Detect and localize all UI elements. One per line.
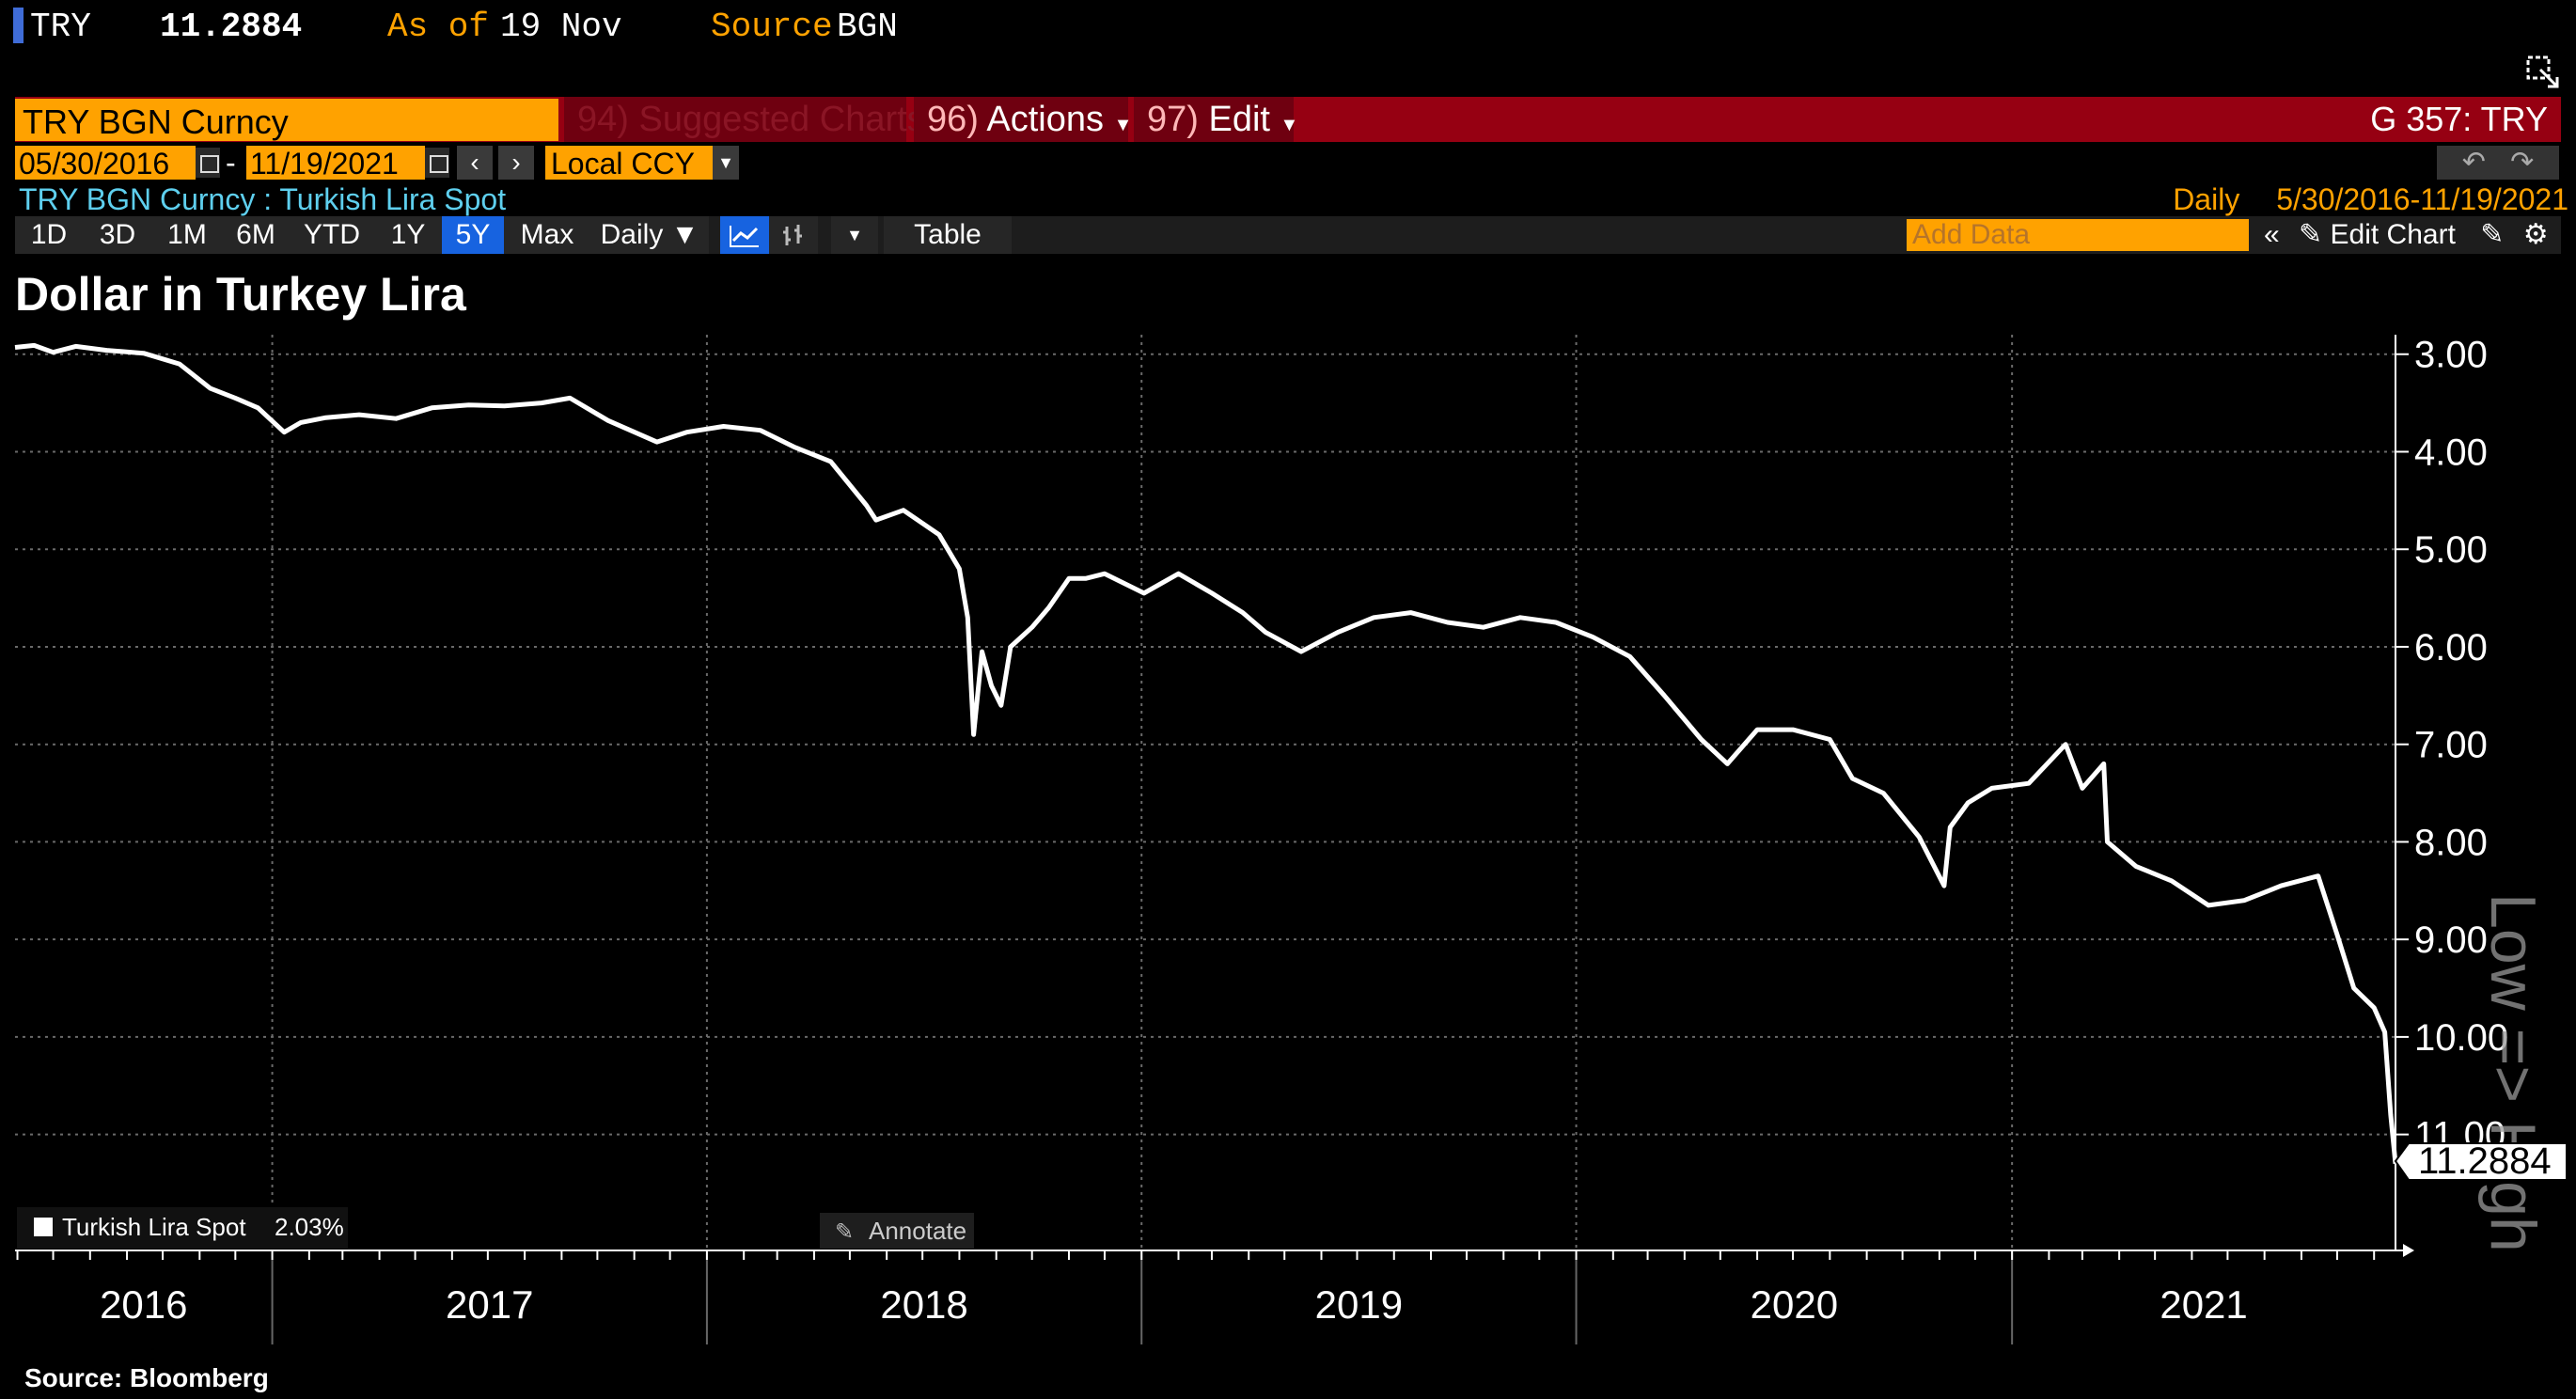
suggested-charts-button[interactable]: 94) Suggested Charts (564, 97, 925, 142)
collapse-icon[interactable]: « (2264, 219, 2280, 250)
y-tick-label: 6.00 (2414, 627, 2488, 668)
undo-icon[interactable]: ↶ (2461, 147, 2486, 178)
next-period-button[interactable]: › (498, 146, 534, 180)
chevron-down-icon: ▼ (1280, 115, 1299, 135)
y-tick-label: 5.00 (2414, 529, 2488, 571)
annotate-label: Annotate (869, 1217, 966, 1245)
pencil-icon: ✎ (835, 1219, 854, 1245)
last-value-text: 11.2884 (2418, 1140, 2552, 1182)
edit-menu-button[interactable]: 97) Edit ▼ (1134, 97, 1298, 142)
source-value: BGN (837, 8, 898, 46)
period-info: Daily 5/30/2016-11/19/2021 (2173, 182, 2568, 217)
last-value-tag: 11.2884 (2394, 1140, 2568, 1182)
y-tick-label: 3.00 (2414, 335, 2488, 376)
undo-redo-buttons[interactable]: ↶ ↷ (2437, 146, 2559, 180)
previous-period-button[interactable]: ‹ (457, 146, 493, 180)
suggested-num: 94) (577, 100, 629, 139)
source-footer: Source: Bloomberg (24, 1363, 269, 1392)
y-axis-annotation: Low => High (2477, 893, 2549, 1252)
date-separator: - (226, 146, 236, 180)
x-axis: 2016 2017 2018 2019 2020 2021 (15, 1244, 2414, 1344)
period-ytd-button[interactable]: YTD (290, 216, 374, 254)
frequency-label: Daily (2173, 182, 2240, 216)
legend-change: 2.03% (275, 1213, 344, 1241)
actions-label: Actions (986, 100, 1105, 139)
calendar-icon[interactable] (196, 148, 220, 178)
asof-value: 19 Nov (500, 8, 622, 46)
y-tick-label: 7.00 (2414, 725, 2488, 766)
start-date-field[interactable]: 05/30/2016 (15, 146, 196, 181)
add-data-input[interactable]: Add Data (1907, 219, 2249, 251)
redo-icon[interactable]: ↷ (2510, 147, 2535, 178)
popout-icon[interactable] (2525, 55, 2563, 92)
legend-swatch (34, 1218, 53, 1236)
chart-type-dropdown[interactable]: ▼ (831, 216, 878, 254)
series-line-turkish-lira-spot (14, 342, 2398, 1165)
pencil-icon[interactable]: ✎ (2299, 219, 2323, 250)
bar-chart-icon[interactable] (769, 216, 818, 254)
quote-price: 11.2884 (160, 8, 303, 46)
actions-menu-button[interactable]: 96) Actions ▼ (914, 97, 1132, 142)
calendar-icon[interactable] (425, 148, 449, 178)
period-1y-button[interactable]: 1Y (374, 216, 442, 254)
security-description: TRY BGN Curncy : Turkish Lira Spot (19, 182, 507, 216)
x-tick-label: 2016 (100, 1282, 187, 1327)
chart-legend: Turkish Lira Spot 2.03% (17, 1207, 348, 1249)
quote-line: TRY 11.2884 As of 19 Nov Source BGN (0, 0, 2576, 55)
x-tick-label: 2018 (880, 1282, 967, 1327)
annotate-button[interactable]: ✎ Annotate (820, 1213, 974, 1249)
quote-ticker: TRY (30, 8, 91, 46)
source-label: Source (711, 8, 833, 46)
period-3d-button[interactable]: 3D (83, 216, 152, 254)
edit-label: Edit (1208, 100, 1270, 139)
y-tick-label: 9.00 (2414, 920, 2488, 961)
period-6m-button[interactable]: 6M (222, 216, 290, 254)
table-button[interactable]: Table (884, 216, 1012, 254)
y-tick-label: 10.00 (2414, 1017, 2508, 1059)
function-code: G 357: TRY (2370, 100, 2548, 138)
x-tick-label: 2019 (1315, 1282, 1403, 1327)
edit-chart-button[interactable]: Edit Chart (2330, 219, 2456, 250)
x-tick-label: 2017 (446, 1282, 533, 1327)
end-date-field[interactable]: 11/19/2021 (246, 146, 425, 181)
y-tick-label: 8.00 (2414, 822, 2488, 863)
x-axis-arrow (2403, 1244, 2414, 1257)
period-max-button[interactable]: Max (504, 216, 590, 254)
chevron-down-icon[interactable]: ▼ (713, 146, 739, 180)
currency-select[interactable]: Local CCY (545, 146, 713, 181)
asof-label: As of (387, 8, 490, 46)
security-field[interactable]: TRY BGN Curncy (15, 99, 558, 141)
edit-num: 97) (1147, 100, 1199, 139)
actions-num: 96) (927, 100, 979, 139)
chart-title: Dollar in Turkey Lira (15, 268, 466, 321)
chevron-down-icon: ▼ (1113, 115, 1133, 135)
legend-label: Turkish Lira Spot (62, 1213, 246, 1241)
chart-grid (15, 335, 2395, 1250)
frequency-select[interactable]: Daily ▼ (590, 216, 709, 254)
period-1d-button[interactable]: 1D (15, 216, 83, 254)
y-tick-label: 4.00 (2414, 432, 2488, 473)
edit-chart-controls: « ✎ Edit Chart ✎ ⚙ (2256, 216, 2561, 254)
line-chart-icon[interactable] (720, 216, 769, 254)
x-tick-label: 2021 (2160, 1282, 2247, 1327)
price-chart[interactable]: 2016 2017 2018 2019 2020 2021 3.00 4.00 5.00 6.0… (0, 320, 2576, 1361)
x-tick-label: 2020 (1751, 1282, 1838, 1327)
period-5y-button[interactable]: 5Y (442, 216, 504, 254)
security-color-marker (13, 8, 24, 43)
date-range-label: 5/30/2016-11/19/2021 (2276, 182, 2568, 216)
suggested-label: Suggested Charts (638, 100, 925, 139)
period-1m-button[interactable]: 1M (152, 216, 222, 254)
annotate-icon[interactable]: ✎ (2480, 219, 2505, 250)
gear-icon[interactable]: ⚙ (2522, 219, 2549, 250)
